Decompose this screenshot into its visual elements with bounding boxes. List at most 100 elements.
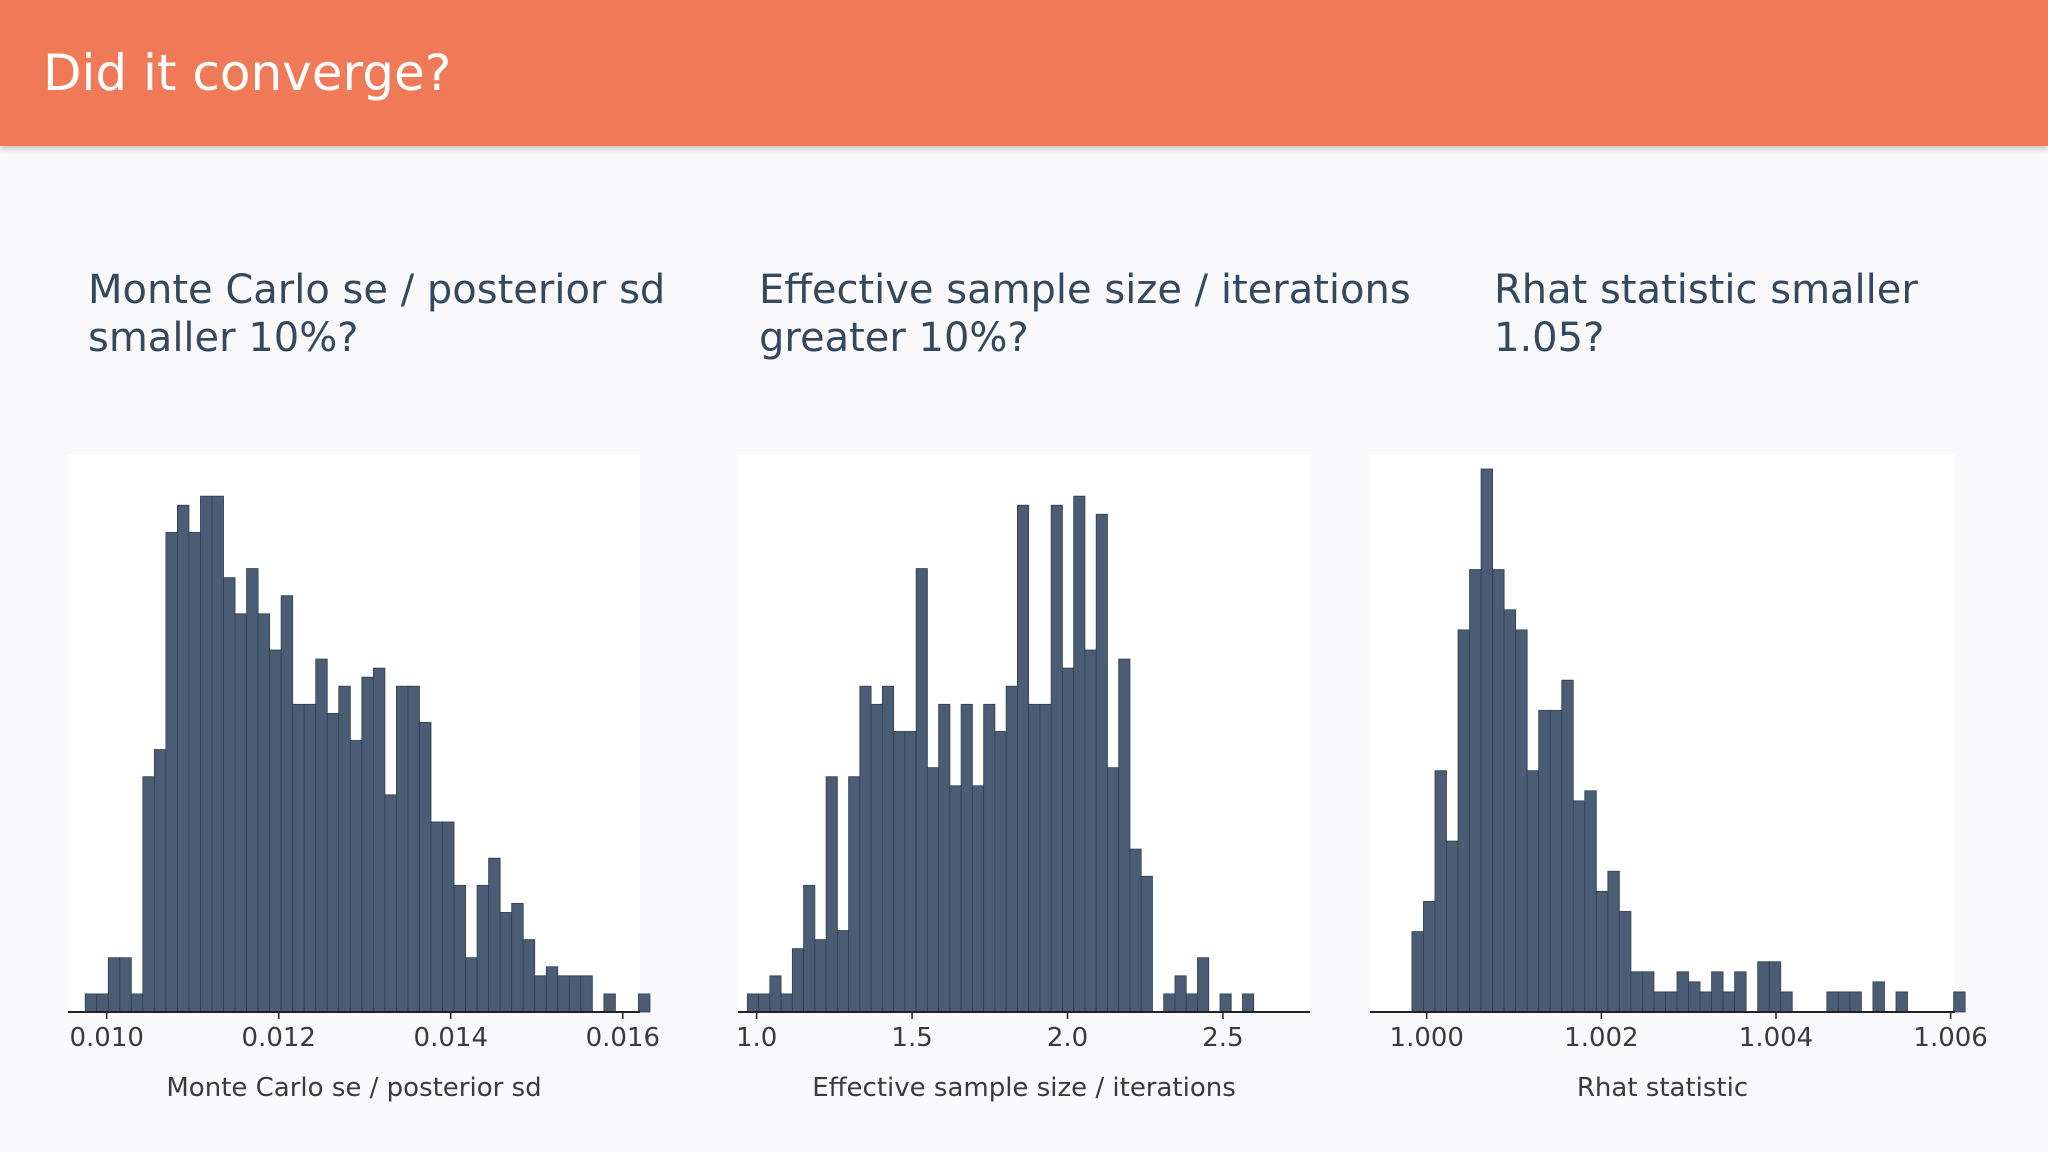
histogram-bar — [1140, 875, 1153, 1013]
question-mcse: Monte Carlo se / posterior sd smaller 10… — [88, 266, 708, 362]
histogram-bar — [1549, 709, 1563, 1013]
histogram-bar — [384, 794, 397, 1013]
histogram-bar — [407, 685, 420, 1013]
histogram-bar — [1688, 981, 1701, 1013]
histogram-bar — [1653, 991, 1666, 1013]
histogram-bar — [1515, 629, 1528, 1013]
histogram-bar — [1872, 981, 1885, 1013]
histogram-bar — [836, 930, 849, 1013]
question-mcse-line2: smaller 10%? — [88, 315, 359, 361]
histogram-bar — [1538, 709, 1551, 1013]
histogram-bar — [758, 993, 771, 1013]
histogram-bar — [949, 785, 962, 1013]
histogram-bar — [488, 857, 501, 1013]
histogram-bar — [326, 712, 340, 1013]
histogram-bar — [1434, 770, 1447, 1013]
histogram-bar — [1017, 504, 1030, 1013]
histogram-bar — [1163, 993, 1176, 1013]
x-tick-label: 0.014 — [414, 1023, 488, 1053]
histogram-bar — [1457, 629, 1470, 1013]
histogram-bar — [915, 568, 928, 1013]
histogram-bar — [188, 531, 201, 1013]
histogram-ess: 1.0 1.5 2.0 2.5 Effective sample size / iter… — [736, 455, 1310, 1103]
histogram-bar — [349, 740, 363, 1013]
histogram-bar — [1174, 975, 1187, 1013]
histogram-bar — [994, 731, 1007, 1013]
x-tick-label: 0.010 — [69, 1023, 143, 1053]
histogram-bar — [1095, 513, 1108, 1013]
histogram-bar — [223, 577, 236, 1013]
histogram-mcse: 0.010 0.012 0.014 0.016 Monte Carlo se / pos… — [68, 455, 660, 1103]
histogram-bar — [130, 993, 144, 1013]
histogram-bar — [881, 685, 895, 1013]
x-tick-label: 1.004 — [1739, 1023, 1813, 1053]
histogram-bar — [211, 495, 224, 1013]
histogram-bar — [1837, 991, 1851, 1013]
histogram-bar — [1953, 991, 1966, 1013]
histogram-bar — [1492, 569, 1505, 1013]
histogram-bar — [638, 993, 651, 1013]
histogram-bar — [200, 495, 213, 1013]
histogram-bar — [1039, 703, 1052, 1013]
histogram-bar — [1849, 991, 1862, 1013]
x-tick-label: 1.0 — [736, 1023, 777, 1053]
title-bar: Did it converge? — [0, 0, 2048, 146]
histogram-bar — [1005, 685, 1018, 1013]
histogram-bar — [84, 993, 98, 1013]
histogram-bar — [859, 685, 872, 1013]
histogram-bar — [1028, 703, 1041, 1013]
histogram-bar — [1219, 993, 1232, 1013]
histogram-bar — [499, 912, 513, 1013]
histogram-bar — [1676, 971, 1689, 1013]
histogram-rhat: 1.000 1.002 1.004 1.006 Rhat statistic — [1370, 455, 1988, 1103]
histogram-bar — [1469, 569, 1482, 1013]
histogram-bar — [848, 776, 861, 1013]
histogram-bar — [511, 902, 524, 1013]
histogram-bar — [557, 975, 570, 1013]
histogram-bar — [1062, 667, 1075, 1013]
histogram-bar — [1411, 931, 1424, 1013]
histogram-bar — [1757, 961, 1770, 1013]
histogram-bar — [1618, 911, 1632, 1013]
x-tick-label: 0.016 — [586, 1023, 660, 1053]
histogram-bar — [1630, 971, 1643, 1013]
histogram-bar — [372, 667, 386, 1013]
histogram-bar — [926, 767, 940, 1013]
histogram-bar — [1699, 991, 1712, 1013]
histogram-bar — [165, 531, 178, 1013]
histogram-bar — [971, 785, 985, 1013]
histogram-bar — [780, 993, 793, 1013]
histogram-bar — [361, 676, 374, 1013]
histogram-bar — [476, 884, 490, 1013]
x-tick-label: 0.012 — [242, 1023, 316, 1053]
histogram-bar — [580, 975, 593, 1013]
histogram-bar — [568, 975, 582, 1013]
histogram-bar — [803, 884, 816, 1013]
histogram-bar — [257, 613, 271, 1013]
x-axis-label: Monte Carlo se / posterior sd — [166, 1073, 541, 1103]
histogram-bar — [419, 721, 432, 1013]
histogram-bar — [769, 975, 782, 1013]
question-ess: Effective sample size / iterations great… — [759, 266, 1411, 362]
histogram-bar — [746, 993, 759, 1013]
histogram-bar — [1423, 900, 1436, 1013]
histogram-bar — [234, 613, 247, 1013]
question-rhat: Rhat statistic smaller 1.05? — [1494, 266, 2048, 362]
histogram-bar — [1242, 993, 1255, 1013]
histogram-bar — [315, 658, 328, 1013]
histogram-bar — [1768, 961, 1782, 1013]
histogram-bar — [1711, 971, 1724, 1013]
histogram-bar — [1050, 504, 1063, 1013]
histogram-bar — [1780, 991, 1793, 1013]
histogram-bar — [1084, 649, 1097, 1013]
histogram-bar — [1503, 609, 1517, 1013]
histogram-bar — [430, 821, 443, 1013]
histogram-bar — [1595, 890, 1609, 1013]
question-rhat-line1: Rhat statistic smaller — [1494, 267, 1918, 313]
histogram-bar — [280, 595, 294, 1013]
histogram-bar — [1584, 790, 1597, 1013]
histogram-bar — [870, 703, 883, 1013]
x-axis-label: Rhat statistic — [1577, 1073, 1748, 1103]
histogram-bar — [1118, 658, 1131, 1013]
histogram-bar — [545, 966, 559, 1013]
